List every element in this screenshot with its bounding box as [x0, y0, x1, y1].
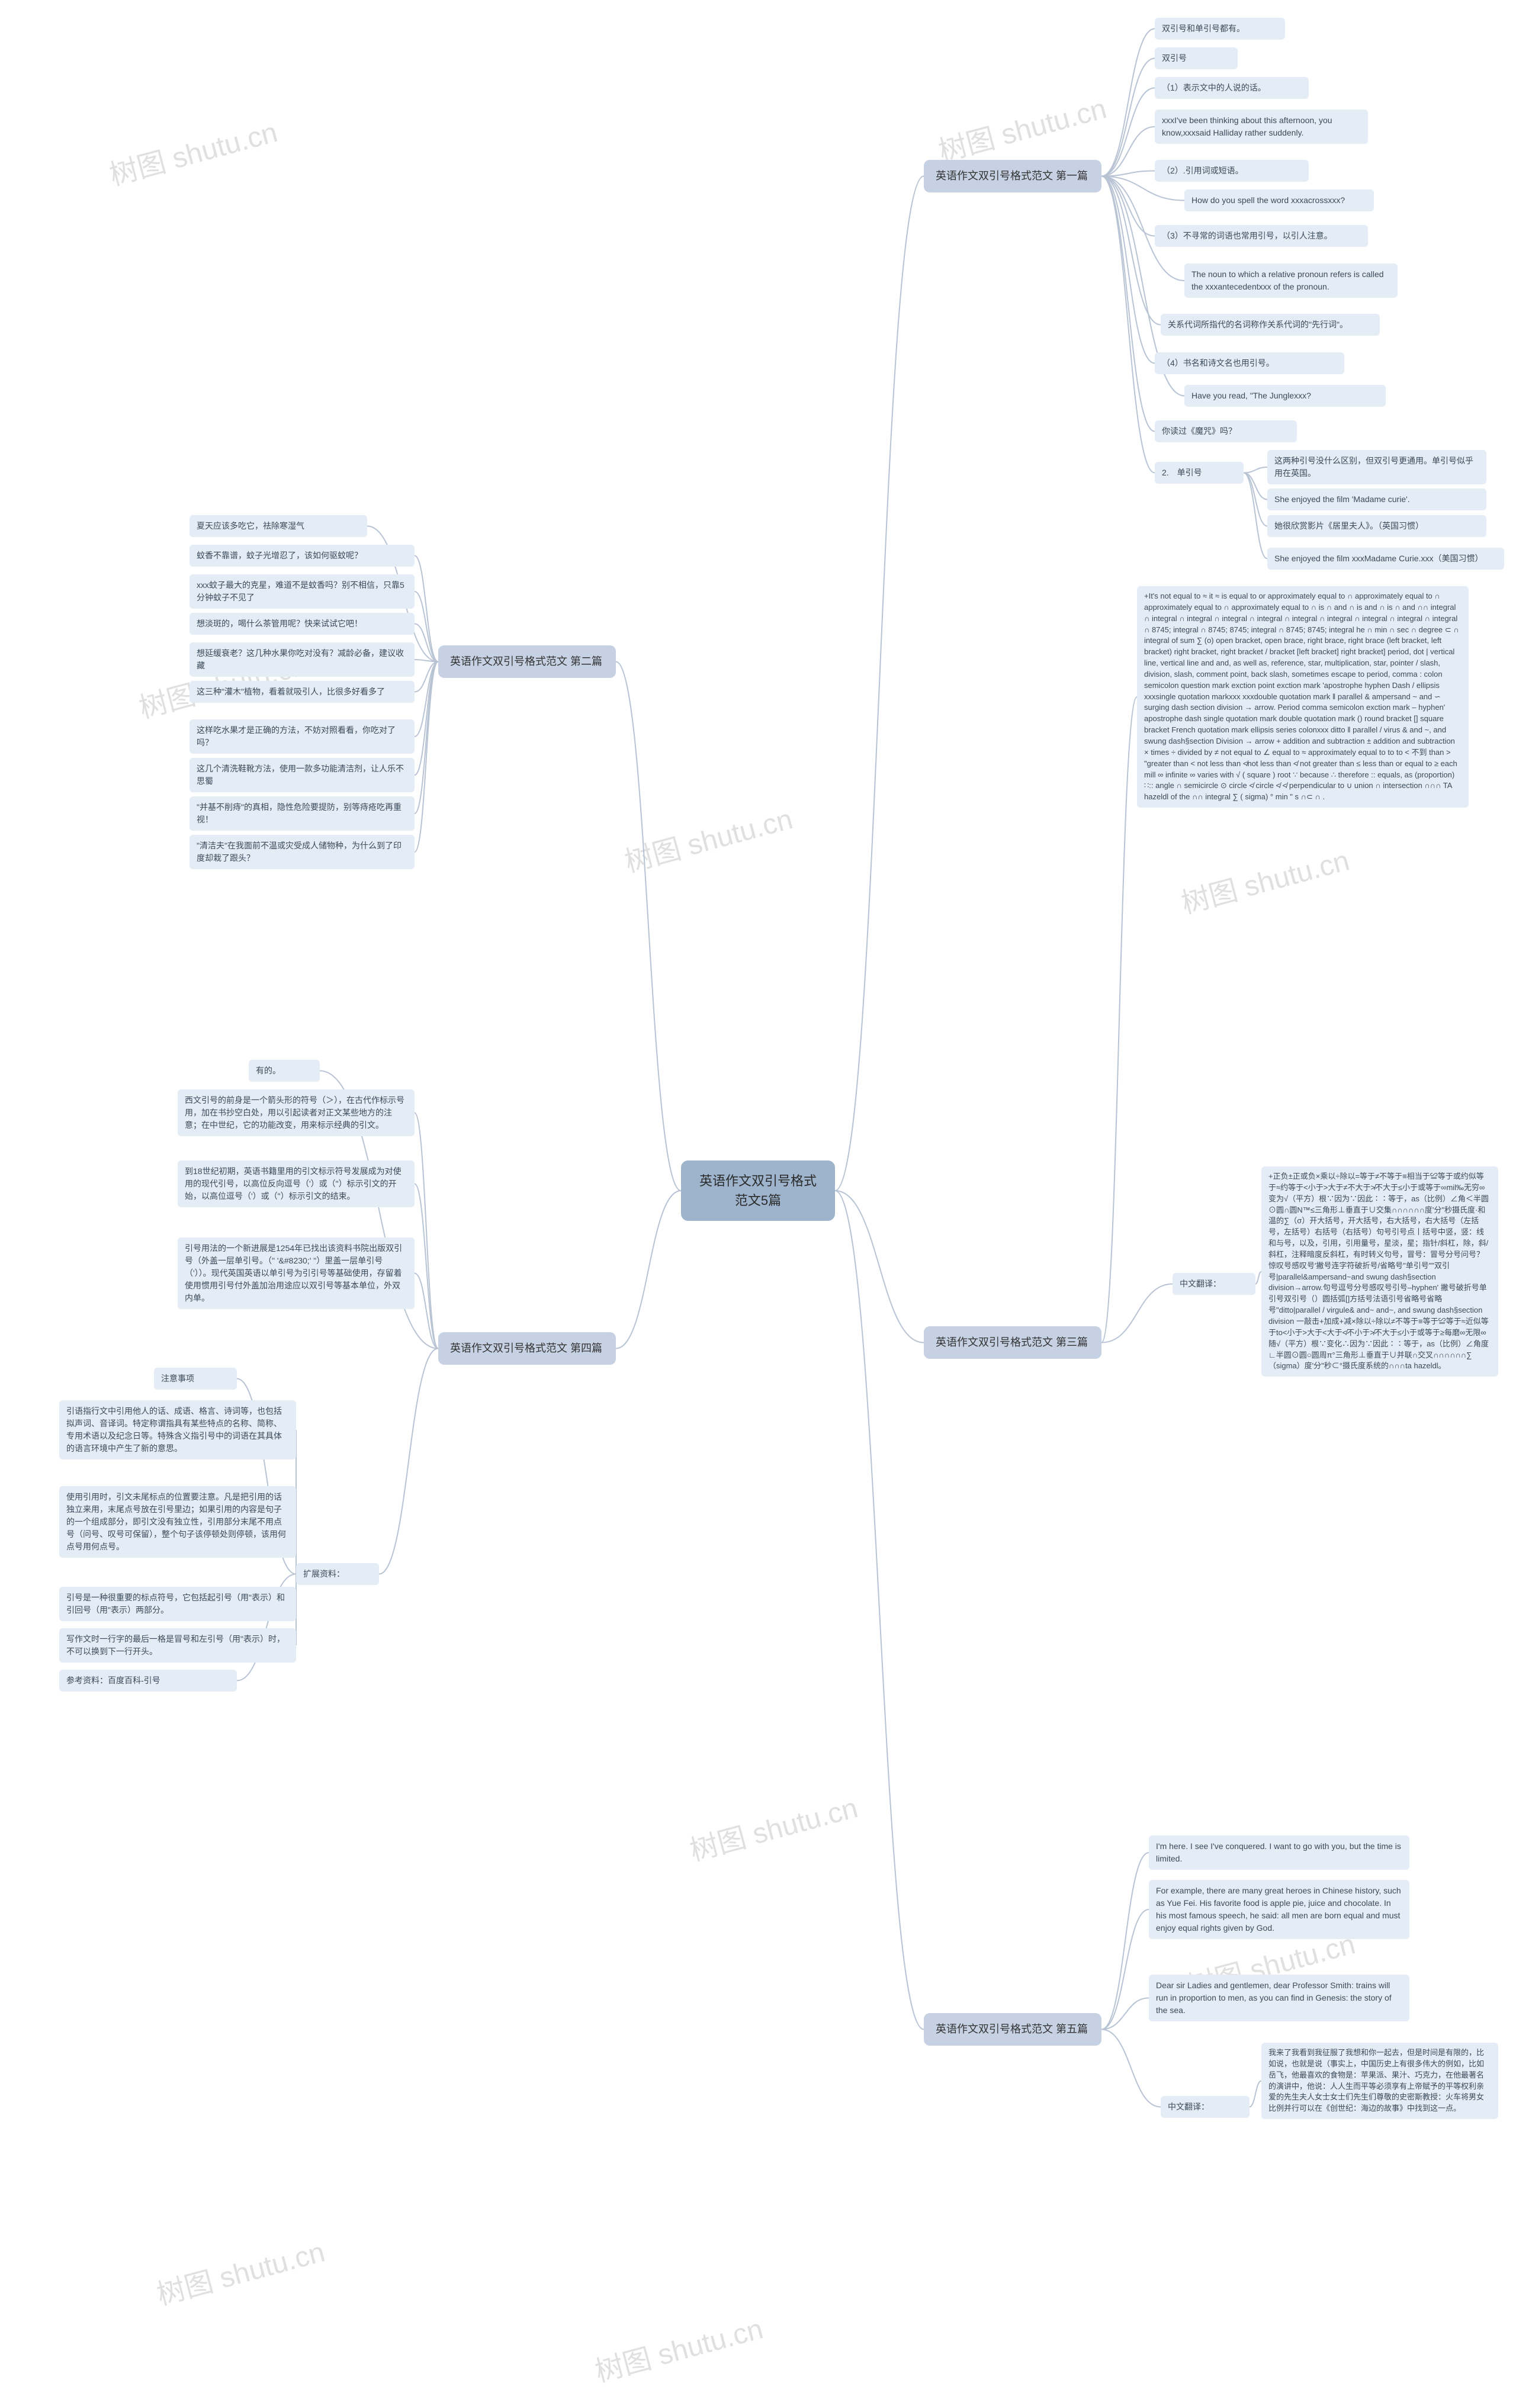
leaf-b1-1: 双引号 — [1155, 47, 1238, 69]
leaf-b2-0: 夏天应该多吃它，祛除寒湿气 — [190, 515, 367, 537]
leaf-b2-3: 想淡斑的，喝什么茶管用呢？快来试试它吧！ — [190, 613, 415, 635]
leaf-b1-0: 双引号和单引号都有。 — [1155, 18, 1285, 40]
leaf-b4-1: 西文引号的前身是一个箭头形的符号（＞），在古代作标示号用，加在书抄空白处，用以引… — [178, 1089, 415, 1136]
leaf-b1-4: （2）.引用词或短语。 — [1155, 160, 1309, 182]
leaf-b1-12: 2. 单引号 — [1155, 462, 1244, 484]
watermark: 树图 shutu.cn — [590, 2306, 767, 2390]
leaf-b2-5: 这三种"灌木"植物，看着就吸引人，比很多好看多了 — [190, 681, 415, 703]
leaf-b1-6: （3）不寻常的词语也常用引号，以引人注意。 — [1155, 225, 1368, 247]
leaf-b1-10: Have you read, "The Junglexxx? — [1184, 385, 1386, 407]
branch-b2: 英语作文双引号格式范文 第二篇 — [438, 645, 616, 678]
leaf-b3-1: 中文翻译： — [1173, 1273, 1255, 1295]
leaf-b4-2: 到18世纪初期，英语书籍里用的引文标示符号发展成为对使用的现代引号，以高位反向逗… — [178, 1160, 415, 1207]
leaf-b4-4-2: 使用引用时，引文未尾标点的位置要注意。凡是把引用的话独立来用，末尾点号放在引号里… — [59, 1486, 296, 1558]
leaf-b1-8: 关系代词所指代的名词称作关系代词的"先行词"。 — [1161, 314, 1380, 336]
leaf-b1-12-0: 这两种引号没什么区别，但双引号更通用。单引号似乎用在英国。 — [1267, 450, 1486, 484]
leaf-b2-2: xxx蚊子最大的克星，难道不是蚊香吗？别不相信，只靠5分钟蚊子不见了 — [190, 574, 415, 609]
branch-b3: 英语作文双引号格式范文 第三篇 — [924, 1326, 1101, 1359]
leaf-b1-12-3: She enjoyed the film xxxMadame Curie.xxx… — [1267, 548, 1504, 570]
leaf-b1-9: （4）书名和诗文名也用引号。 — [1155, 352, 1344, 374]
leaf-b2-8: "并基不削痔"的真相，隐性危险要提防，别等痔疮吃再重视！ — [190, 796, 415, 831]
leaf-b1-2: （1）表示文中的人说的话。 — [1155, 77, 1309, 99]
watermark: 树图 shutu.cn — [1176, 837, 1353, 922]
branch-b1: 英语作文双引号格式范文 第一篇 — [924, 160, 1101, 192]
leaf-b4-4-1: 引语指行文中引用他人的话、成语、格言、诗词等，也包括拟声词、音译词。特定称谓指具… — [59, 1400, 296, 1459]
leaf-b1-12-2: 她很欣赏影片《居里夫人》。（英国习惯） — [1267, 515, 1486, 537]
leaf-b3-1-0: +正负±正或负×乘以÷除以=等于≠不等于≡相当于≌等于或约似等于≈约等于<小于>… — [1261, 1166, 1498, 1377]
leaf-b5-0: I'm here. I see I've conquered. I want t… — [1149, 1835, 1409, 1870]
leaf-b2-6: 这样吃水果才是正确的方法，不妨对照看看，你吃对了吗？ — [190, 719, 415, 754]
leaf-b5-3-0: 我来了我看到我征服了我想和你一起去，但是时间是有限的，比如说，也就是说（事实上，… — [1261, 2043, 1498, 2119]
watermark: 树图 shutu.cn — [152, 2229, 329, 2313]
leaf-b2-7: 这几个清洗鞋靴方法，使用一款多功能清洁剂，让人乐不思蜀 — [190, 758, 415, 792]
watermark: 树图 shutu.cn — [104, 109, 281, 194]
leaf-b1-7: The noun to which a relative pronoun ref… — [1184, 263, 1398, 298]
leaf-b2-4: 想延缓衰老？这几种水果你吃对没有？减龄必备，建议收藏 — [190, 642, 415, 677]
leaf-b5-3: 中文翻译： — [1161, 2096, 1250, 2118]
leaf-b4-0: 有的。 — [249, 1060, 320, 1082]
watermark: 树图 shutu.cn — [685, 1785, 862, 1869]
watermark: 树图 shutu.cn — [619, 796, 796, 880]
leaf-b1-12-1: She enjoyed the film 'Madame curie'. — [1267, 488, 1486, 510]
leaf-b4-3: 引号用法的一个新进展是1254年已找出该资料书院出版双引号（外盖一层单引号。（"… — [178, 1237, 415, 1309]
leaf-b1-11: 你读过《魔咒》吗？ — [1155, 420, 1297, 442]
root-node: 英语作文双引号格式范文5篇 — [681, 1160, 835, 1221]
leaf-b1-3: xxxI've been thinking about this afterno… — [1155, 110, 1368, 144]
leaf-b5-1: For example, there are many great heroes… — [1149, 1880, 1409, 1939]
leaf-b4-4-0: 注意事项 — [154, 1368, 237, 1390]
leaf-b5-2: Dear sir Ladies and gentlemen, dear Prof… — [1149, 1975, 1409, 2021]
leaf-b4-4: 扩展资料： — [296, 1563, 379, 1585]
leaf-b4-4-4: 写作文时一行字的最后一格是冒号和左引号（用"表示）时，不可以换到下一行开头。 — [59, 1628, 296, 1663]
leaf-b4-4-3: 引号是一种很重要的标点符号，它包括起引号（用"表示）和引回号（用"表示）两部分。 — [59, 1587, 296, 1621]
leaf-b3-0: +It's not equal to ≈ it ≈ is equal to or… — [1137, 586, 1469, 808]
branch-b5: 英语作文双引号格式范文 第五篇 — [924, 2013, 1101, 2046]
leaf-b4-4-5: 参考资料：百度百科-引号 — [59, 1670, 237, 1692]
leaf-b1-5: How do you spell the word xxxacrossxxx? — [1184, 189, 1374, 211]
leaf-b2-1: 蚊香不靠谱，蚊子光增忍了，该如何驱蚊呢？ — [190, 545, 415, 567]
branch-b4: 英语作文双引号格式范文 第四篇 — [438, 1332, 616, 1365]
watermark: 树图 shutu.cn — [933, 85, 1110, 170]
leaf-b2-9: "清洁夫"在我面前不温或灾受成人储物种，为什么到了印度却栽了跟头？ — [190, 835, 415, 869]
